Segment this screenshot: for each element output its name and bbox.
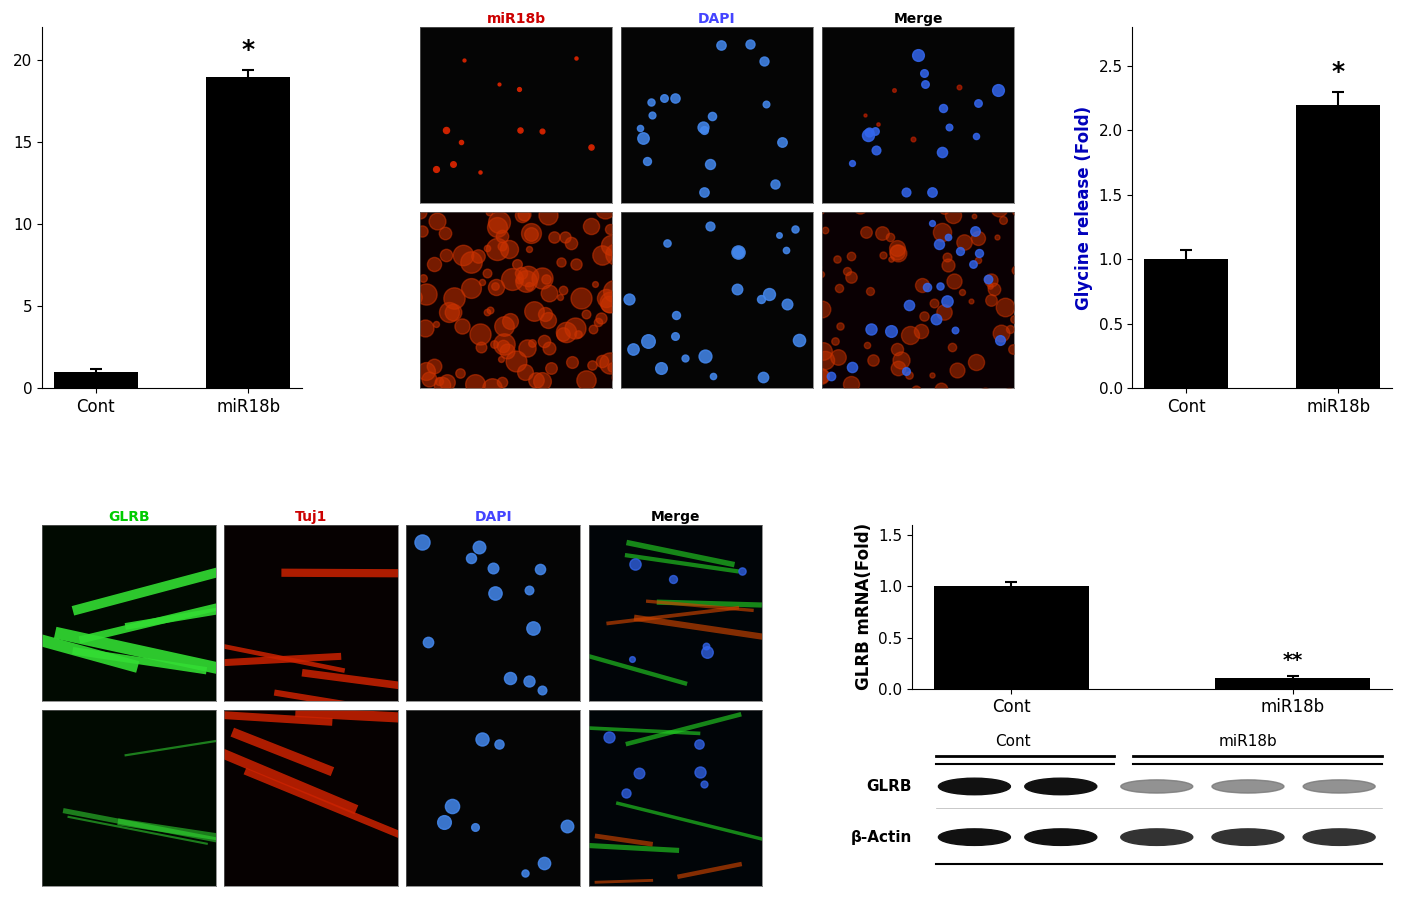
Title: Merge: Merge: [651, 509, 700, 524]
Text: β-Actin: β-Actin: [851, 830, 912, 845]
Ellipse shape: [938, 829, 1011, 845]
Y-axis label: CONT: CONT: [31, 595, 45, 631]
Text: GLRB: GLRB: [866, 779, 912, 794]
Y-axis label: Glycine release (Fold): Glycine release (Fold): [1076, 106, 1092, 310]
Title: GLRB: GLRB: [108, 509, 149, 524]
Title: DAPI: DAPI: [699, 12, 735, 26]
Title: DAPI: DAPI: [474, 509, 512, 524]
Ellipse shape: [1303, 829, 1375, 845]
Ellipse shape: [938, 778, 1011, 794]
Ellipse shape: [1212, 829, 1284, 845]
Bar: [207, 77, 290, 388]
Y-axis label: miR-18b: miR-18b: [31, 771, 45, 824]
Y-axis label: GLRB mRNA(Fold): GLRB mRNA(Fold): [855, 523, 873, 690]
Text: miR18b: miR18b: [1219, 734, 1277, 749]
Ellipse shape: [1025, 778, 1097, 794]
Y-axis label: Cont: Cont: [409, 100, 423, 130]
Text: Cont: Cont: [995, 734, 1031, 749]
Bar: [1144, 259, 1227, 388]
Ellipse shape: [1025, 829, 1097, 845]
Ellipse shape: [1121, 780, 1192, 793]
Text: *: *: [1331, 60, 1344, 84]
Bar: [1296, 105, 1381, 388]
Ellipse shape: [1212, 780, 1284, 793]
Text: *: *: [242, 37, 254, 62]
Text: **: **: [1282, 651, 1303, 670]
Title: Tuj1: Tuj1: [295, 509, 328, 524]
Ellipse shape: [1121, 829, 1192, 845]
Bar: [1215, 678, 1369, 688]
Ellipse shape: [1303, 780, 1375, 793]
Title: miR18b: miR18b: [486, 12, 546, 26]
Bar: [53, 372, 138, 388]
Y-axis label: miR18b: miR18b: [409, 276, 423, 324]
Bar: [934, 586, 1088, 688]
Title: Merge: Merge: [893, 12, 943, 26]
